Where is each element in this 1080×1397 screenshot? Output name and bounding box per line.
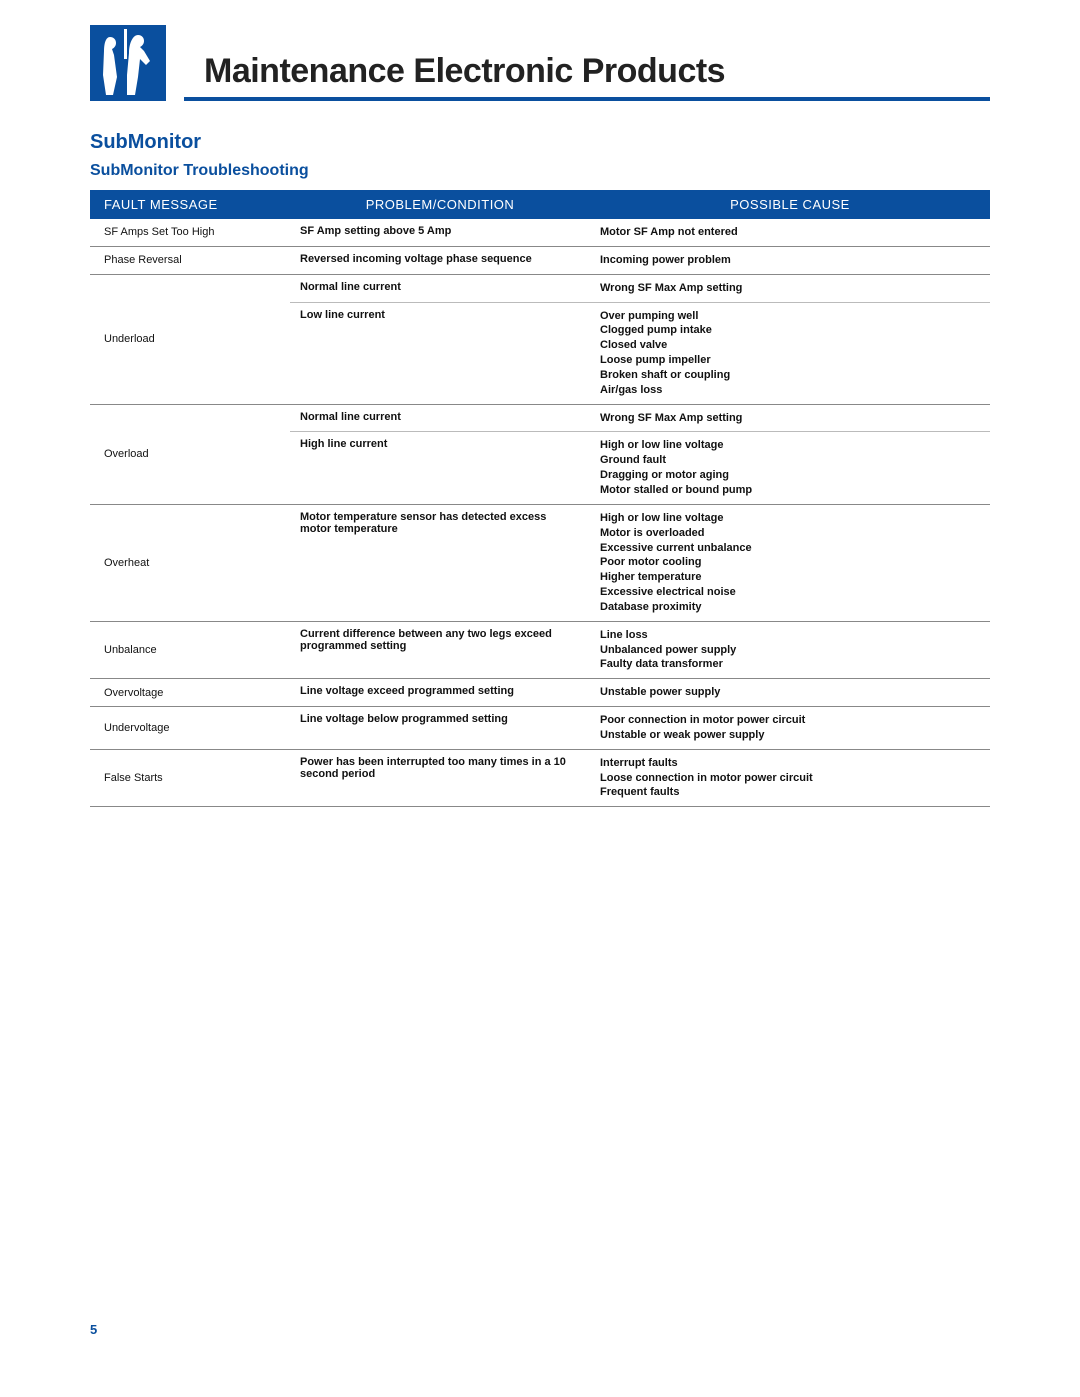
troubleshooting-table: FAULT MESSAGE PROBLEM/CONDITION POSSIBLE…: [90, 190, 990, 807]
cell-problem: Motor temperature sensor has detected ex…: [290, 504, 590, 621]
cell-fault: Underload: [90, 274, 290, 404]
table-row: SF Amps Set Too HighSF Amp setting above…: [90, 219, 990, 246]
table-body: SF Amps Set Too HighSF Amp setting above…: [90, 219, 990, 807]
cell-problem: Line voltage below programmed setting: [290, 707, 590, 750]
title-bar: Maintenance Electronic Products: [184, 52, 990, 101]
cell-problem: Reversed incoming voltage phase sequence: [290, 246, 590, 274]
cell-fault: Overheat: [90, 504, 290, 621]
cell-fault: False Starts: [90, 749, 290, 807]
col-fault: FAULT MESSAGE: [90, 190, 290, 219]
cell-cause: Poor connection in motor power circuitUn…: [590, 707, 990, 750]
page: Maintenance Electronic Products SubMonit…: [0, 0, 1080, 1397]
cell-problem: SF Amp setting above 5 Amp: [290, 219, 590, 246]
cell-problem: Normal line current: [290, 274, 590, 302]
section: SubMonitor SubMonitor Troubleshooting FA…: [90, 131, 990, 807]
page-number: 5: [90, 1322, 97, 1337]
section-heading: SubMonitor: [90, 131, 990, 154]
cell-problem: Line voltage exceed programmed setting: [290, 679, 590, 707]
table-header: FAULT MESSAGE PROBLEM/CONDITION POSSIBLE…: [90, 190, 990, 219]
page-title: Maintenance Electronic Products: [184, 52, 990, 91]
table-row: OverheatMotor temperature sensor has det…: [90, 504, 990, 621]
header: Maintenance Electronic Products: [90, 25, 990, 101]
brand-logo: [90, 25, 166, 101]
table-row: UnderloadNormal line currentWrong SF Max…: [90, 274, 990, 302]
cell-cause: Wrong SF Max Amp setting: [590, 274, 990, 302]
cell-cause: Over pumping wellClogged pump intakeClos…: [590, 302, 990, 404]
cell-fault: Phase Reversal: [90, 246, 290, 274]
table-row: Phase ReversalReversed incoming voltage …: [90, 246, 990, 274]
table-row: OverloadNormal line currentWrong SF Max …: [90, 404, 990, 432]
cell-cause: Unstable power supply: [590, 679, 990, 707]
cell-cause: High or low line voltageMotor is overloa…: [590, 504, 990, 621]
cell-problem: High line current: [290, 432, 590, 504]
col-cause: POSSIBLE CAUSE: [590, 190, 990, 219]
cell-problem: Power has been interrupted too many time…: [290, 749, 590, 807]
cell-fault: Undervoltage: [90, 707, 290, 750]
cell-cause: Line lossUnbalanced power supplyFaulty d…: [590, 621, 990, 679]
table-row: False StartsPower has been interrupted t…: [90, 749, 990, 807]
cell-problem: Current difference between any two legs …: [290, 621, 590, 679]
cell-cause: High or low line voltageGround faultDrag…: [590, 432, 990, 504]
cell-cause: Motor SF Amp not entered: [590, 219, 990, 246]
cell-problem: Normal line current: [290, 404, 590, 432]
cell-cause: Incoming power problem: [590, 246, 990, 274]
table-row: UnbalanceCurrent difference between any …: [90, 621, 990, 679]
table-row: OvervoltageLine voltage exceed programme…: [90, 679, 990, 707]
cell-fault: SF Amps Set Too High: [90, 219, 290, 246]
section-subheading: SubMonitor Troubleshooting: [90, 162, 990, 180]
col-problem: PROBLEM/CONDITION: [290, 190, 590, 219]
cell-fault: Unbalance: [90, 621, 290, 679]
cell-cause: Interrupt faultsLoose connection in moto…: [590, 749, 990, 807]
cell-problem: Low line current: [290, 302, 590, 404]
cell-fault: Overvoltage: [90, 679, 290, 707]
table-row: UndervoltageLine voltage below programme…: [90, 707, 990, 750]
cell-cause: Wrong SF Max Amp setting: [590, 404, 990, 432]
cell-fault: Overload: [90, 404, 290, 504]
